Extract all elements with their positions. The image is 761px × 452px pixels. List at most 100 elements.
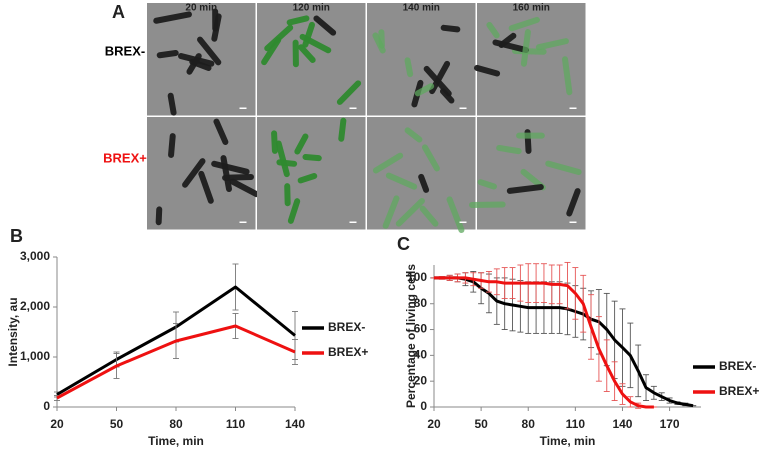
cell xyxy=(211,160,250,175)
scale-bar xyxy=(349,221,357,223)
cell xyxy=(429,60,451,95)
cell xyxy=(516,132,545,139)
cell xyxy=(506,184,544,194)
time-label: 140 min xyxy=(403,3,440,14)
y-tick-label: 80 xyxy=(414,296,428,310)
cell xyxy=(213,118,229,145)
y-tick-label: 0 xyxy=(420,399,427,413)
micrograph xyxy=(147,3,256,116)
cell xyxy=(421,144,440,172)
x-tick-label: 50 xyxy=(474,417,488,431)
cell xyxy=(298,44,316,63)
x-axis-title: Time, min xyxy=(540,434,596,448)
y-tick-label: 0 xyxy=(43,399,50,413)
time-label: 160 min xyxy=(513,3,550,14)
cell xyxy=(292,39,299,68)
cell xyxy=(446,196,465,233)
cell xyxy=(419,205,439,227)
cell xyxy=(297,172,318,184)
micrograph-bg xyxy=(367,3,476,116)
row-label: BREX+ xyxy=(103,150,147,165)
x-tick-label: 140 xyxy=(285,417,305,431)
micrograph xyxy=(257,3,366,116)
cell xyxy=(294,133,309,155)
cell xyxy=(378,29,385,49)
legend-label: BREX+ xyxy=(719,384,759,398)
time-label: 120 min xyxy=(293,3,330,14)
x-tick-label: 110 xyxy=(566,417,586,431)
cell xyxy=(520,29,531,67)
scale-bar xyxy=(239,221,247,223)
legend-label: BREX+ xyxy=(328,345,368,359)
y-tick-label: 40 xyxy=(414,348,428,362)
cell xyxy=(486,22,500,39)
cell xyxy=(197,36,222,66)
scale-bar xyxy=(239,107,247,109)
cell xyxy=(474,64,501,77)
y-tick-label: 1,000 xyxy=(20,349,50,363)
cell xyxy=(385,172,418,190)
x-tick-label: 140 xyxy=(612,417,632,431)
cell xyxy=(220,155,233,192)
cell xyxy=(440,24,461,33)
y-tick-label: 3,000 xyxy=(20,249,50,263)
cell xyxy=(167,92,177,116)
y-tick-label: 20 xyxy=(414,373,428,387)
cell xyxy=(153,11,192,24)
cell xyxy=(168,133,176,158)
micrograph xyxy=(257,117,366,230)
cell xyxy=(275,140,290,178)
series-line xyxy=(434,276,694,408)
y-axis-title: Intensity, au xyxy=(6,297,20,366)
cell xyxy=(276,159,298,167)
cell xyxy=(562,56,573,96)
cell xyxy=(264,24,294,52)
x-tick-label: 20 xyxy=(50,417,64,431)
cell xyxy=(545,160,582,176)
cell xyxy=(508,16,540,32)
scale-bar xyxy=(569,221,577,223)
legend-label: BREX- xyxy=(328,320,365,334)
legend-label: BREX- xyxy=(719,359,756,373)
cell xyxy=(198,170,214,204)
y-axis-title: Percentage of living cells xyxy=(404,264,418,408)
cell xyxy=(395,198,425,227)
row-label: BREX- xyxy=(105,43,145,58)
x-tick-label: 20 xyxy=(427,417,441,431)
cell xyxy=(439,88,455,104)
time-label: 20 min xyxy=(185,3,217,14)
cell xyxy=(284,183,291,207)
cell xyxy=(182,158,206,188)
cell xyxy=(302,154,322,162)
micrograph xyxy=(147,117,260,230)
cell xyxy=(313,15,337,36)
series-line xyxy=(434,276,654,409)
micrograph xyxy=(367,117,476,233)
cell xyxy=(414,83,435,97)
cell xyxy=(287,198,301,224)
cell xyxy=(156,49,179,59)
scale-bar xyxy=(459,107,467,109)
y-tick-label: 2,000 xyxy=(20,299,50,313)
cell xyxy=(404,127,423,143)
cell xyxy=(469,201,506,208)
x-axis-title: Time, min xyxy=(148,434,204,448)
panel-label: C xyxy=(397,234,410,254)
cell xyxy=(229,178,260,198)
scale-bar xyxy=(349,107,357,109)
cell xyxy=(566,188,581,217)
micrograph xyxy=(474,3,586,116)
micrograph-bg xyxy=(367,117,476,230)
x-tick-label: 170 xyxy=(660,417,680,431)
cell xyxy=(336,80,362,105)
cell xyxy=(404,57,414,78)
panel-label: A xyxy=(112,2,125,22)
scale-bar xyxy=(459,221,467,223)
x-tick-label: 80 xyxy=(169,417,183,431)
scale-bar xyxy=(569,107,577,109)
cell xyxy=(496,144,522,155)
panel-label: B xyxy=(10,226,23,246)
y-tick-label: 60 xyxy=(414,322,428,336)
x-tick-label: 80 xyxy=(522,417,536,431)
